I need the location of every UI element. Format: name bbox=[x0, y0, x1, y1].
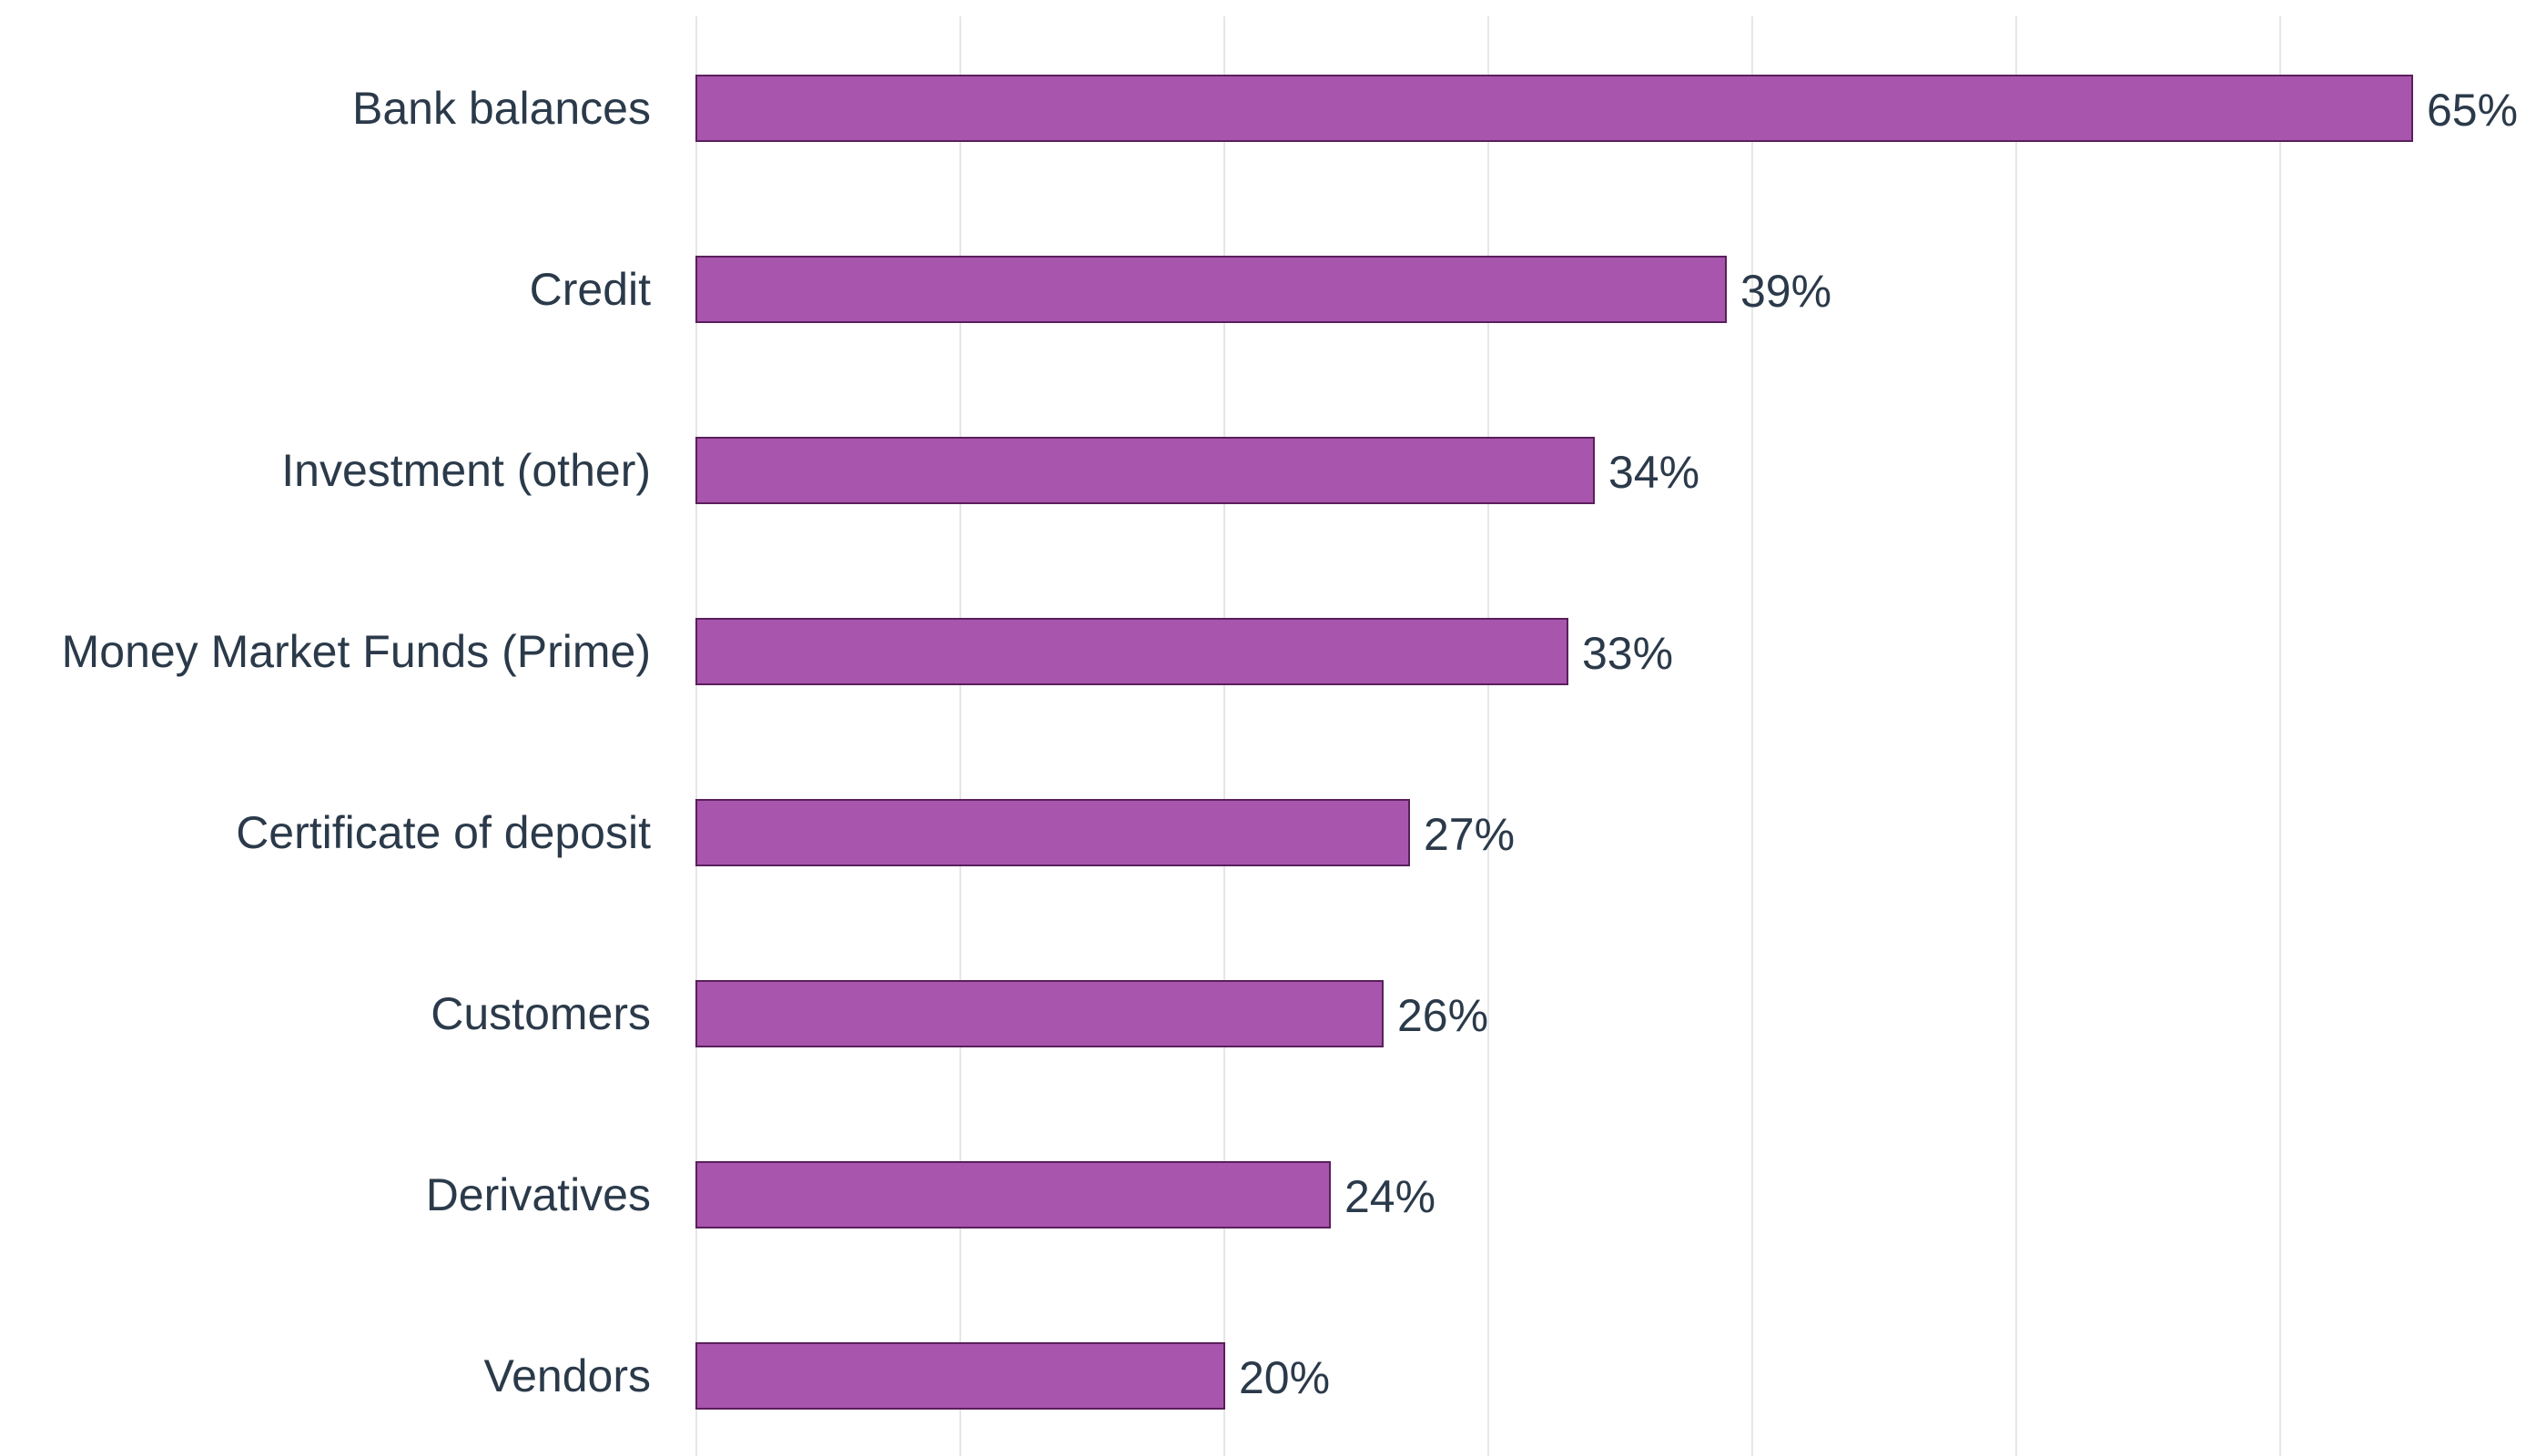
bar-vendors bbox=[695, 1342, 1225, 1410]
data-label: 33% bbox=[1582, 628, 1673, 679]
bar-money-market-funds-prime bbox=[695, 618, 1568, 685]
category-label: Vendors bbox=[484, 1350, 651, 1401]
bars bbox=[695, 75, 2413, 1410]
labels: Bank balances 65% Credit 39% Investment (oth… bbox=[62, 83, 2518, 1403]
category-label: Investment (other) bbox=[281, 445, 651, 496]
category-label: Customers bbox=[431, 988, 651, 1039]
data-label: 34% bbox=[1608, 447, 1699, 498]
bar-bank-balances bbox=[695, 75, 2413, 142]
category-label: Certificate of deposit bbox=[236, 807, 651, 858]
gridlines bbox=[695, 16, 2281, 1456]
data-label: 20% bbox=[1239, 1352, 1330, 1403]
bar-derivatives bbox=[695, 1161, 1331, 1228]
category-label: Derivatives bbox=[426, 1169, 651, 1220]
bar-investment-other bbox=[695, 437, 1595, 504]
data-label: 27% bbox=[1424, 809, 1515, 860]
category-label: Bank balances bbox=[352, 83, 651, 134]
bar-credit bbox=[695, 256, 1727, 323]
data-label: 65% bbox=[2427, 85, 2518, 136]
bar-customers bbox=[695, 980, 1384, 1047]
category-label: Money Market Funds (Prime) bbox=[62, 626, 651, 677]
bar-certificate-of-deposit bbox=[695, 799, 1410, 866]
data-label: 24% bbox=[1344, 1171, 1435, 1222]
data-label: 26% bbox=[1397, 990, 1488, 1041]
data-label: 39% bbox=[1740, 266, 1831, 317]
category-label: Credit bbox=[530, 264, 651, 315]
